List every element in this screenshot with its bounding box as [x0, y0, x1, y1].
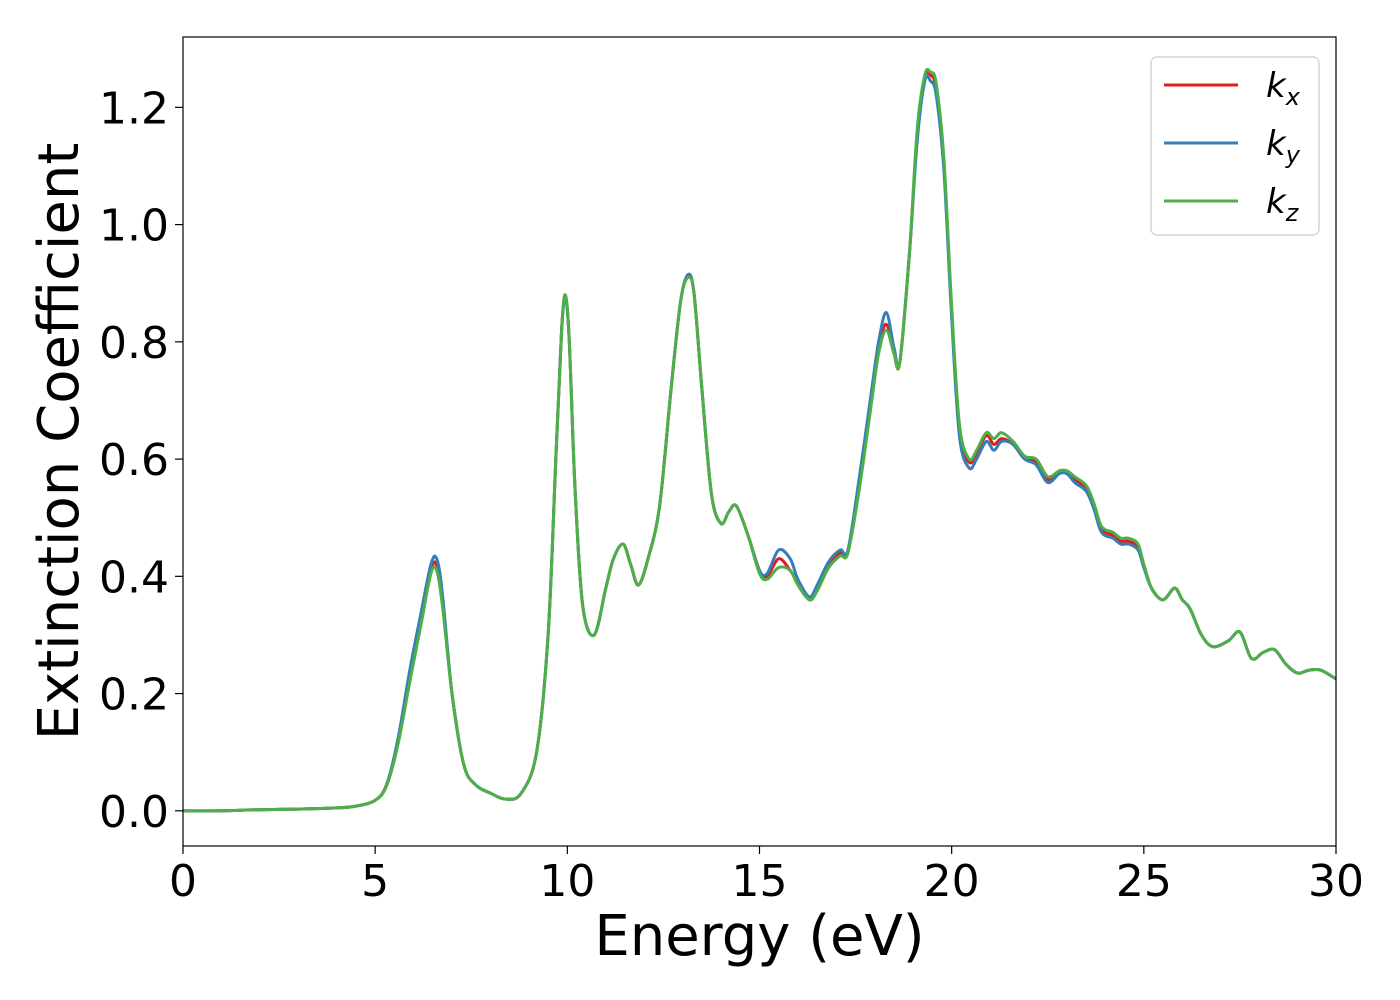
y-tick-label: 0.0	[99, 787, 169, 838]
x-tick-label: 30	[1308, 856, 1364, 907]
x-axis-label: Energy (eV)	[594, 904, 924, 969]
legend-label-y: ky	[1266, 124, 1301, 169]
y-tick-label: 0.2	[99, 670, 169, 721]
series-line-z	[182, 67, 1337, 813]
legend-box	[1150, 56, 1320, 236]
y-tick-label: 0.6	[99, 435, 169, 486]
y-axis-ticks: 0.0 0.2 0.4 0.6 0.8 1.0 1.2	[99, 83, 183, 838]
y-tick-label: 1.2	[99, 83, 169, 134]
legend-label-x: kx	[1266, 66, 1301, 111]
x-tick-label: 0	[169, 856, 197, 907]
x-tick-label: 25	[1116, 856, 1172, 907]
x-tick-label: 10	[539, 856, 595, 907]
y-axis-label: Extinction Coefficient	[27, 143, 92, 741]
y-tick-label: 0.4	[99, 552, 169, 603]
x-tick-label: 20	[924, 856, 980, 907]
x-axis-ticks: 0 5 10 15 20 25 30	[169, 846, 1364, 907]
y-tick-label: 1.0	[99, 201, 169, 252]
legend-label-z: kz	[1266, 182, 1300, 227]
series-layer	[182, 67, 1337, 813]
x-tick-label: 15	[732, 856, 788, 907]
y-tick-label: 0.8	[99, 318, 169, 369]
legend: kx ky kz	[1150, 56, 1320, 236]
x-tick-label: 5	[361, 856, 389, 907]
